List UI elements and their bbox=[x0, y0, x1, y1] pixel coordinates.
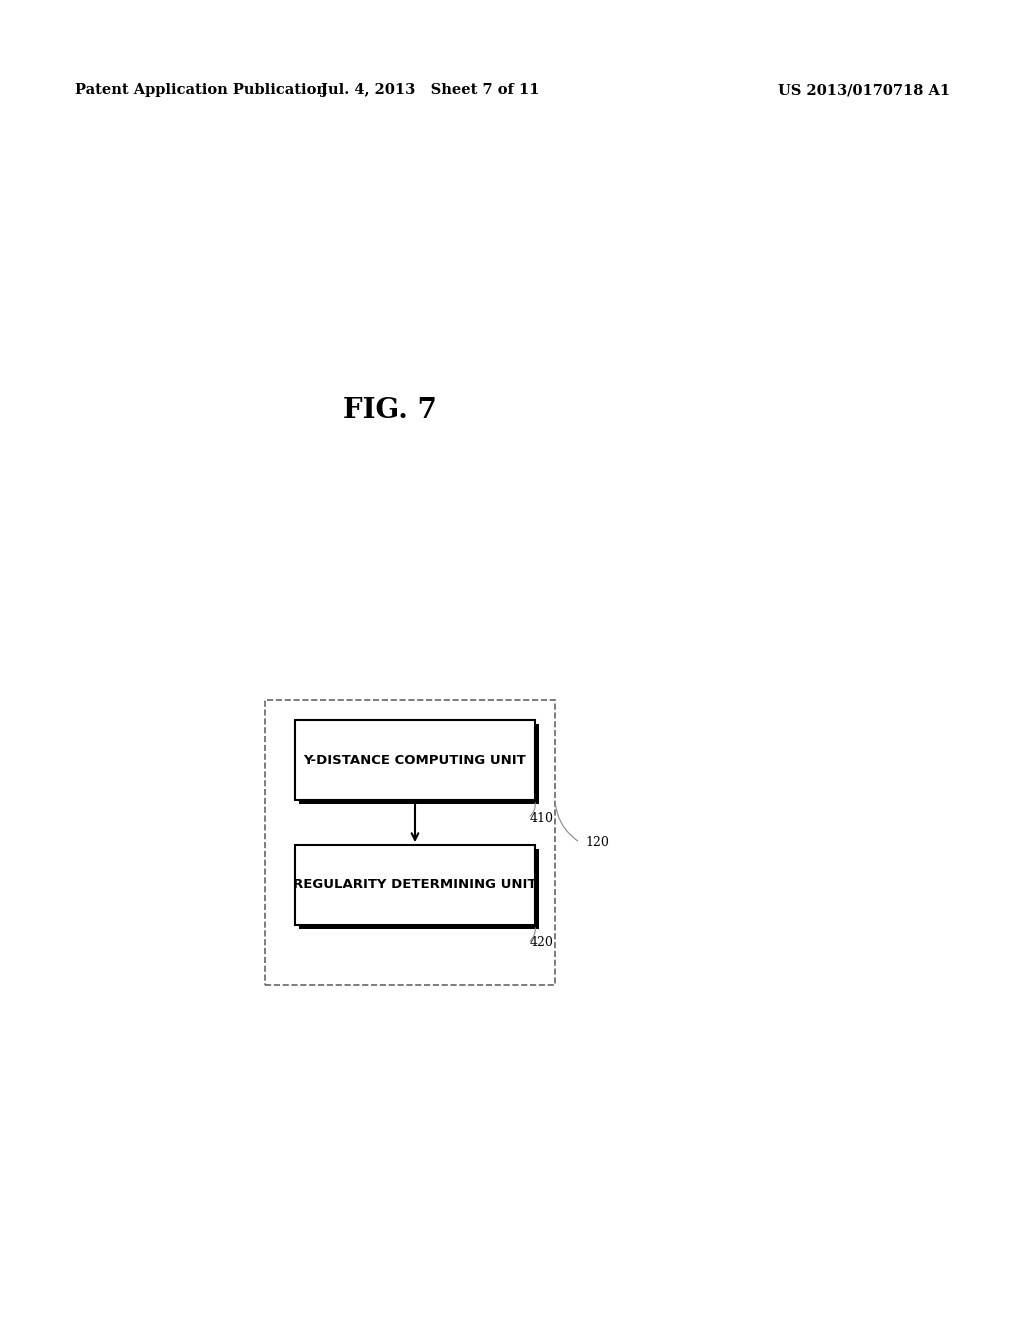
Bar bbox=[299, 723, 539, 804]
Text: US 2013/0170718 A1: US 2013/0170718 A1 bbox=[778, 83, 950, 96]
Text: Y-DISTANCE COMPUTING UNIT: Y-DISTANCE COMPUTING UNIT bbox=[304, 754, 526, 767]
Text: Jul. 4, 2013   Sheet 7 of 11: Jul. 4, 2013 Sheet 7 of 11 bbox=[321, 83, 540, 96]
Bar bbox=[295, 845, 535, 925]
Text: 410: 410 bbox=[530, 812, 554, 825]
Bar bbox=[295, 719, 535, 800]
Text: 420: 420 bbox=[530, 936, 554, 949]
Text: FIG. 7: FIG. 7 bbox=[343, 396, 437, 424]
Bar bbox=[299, 849, 539, 929]
Text: 120: 120 bbox=[585, 836, 609, 849]
Text: Patent Application Publication: Patent Application Publication bbox=[75, 83, 327, 96]
Bar bbox=[265, 700, 555, 985]
Text: REGULARITY DETERMINING UNIT: REGULARITY DETERMINING UNIT bbox=[293, 879, 537, 891]
